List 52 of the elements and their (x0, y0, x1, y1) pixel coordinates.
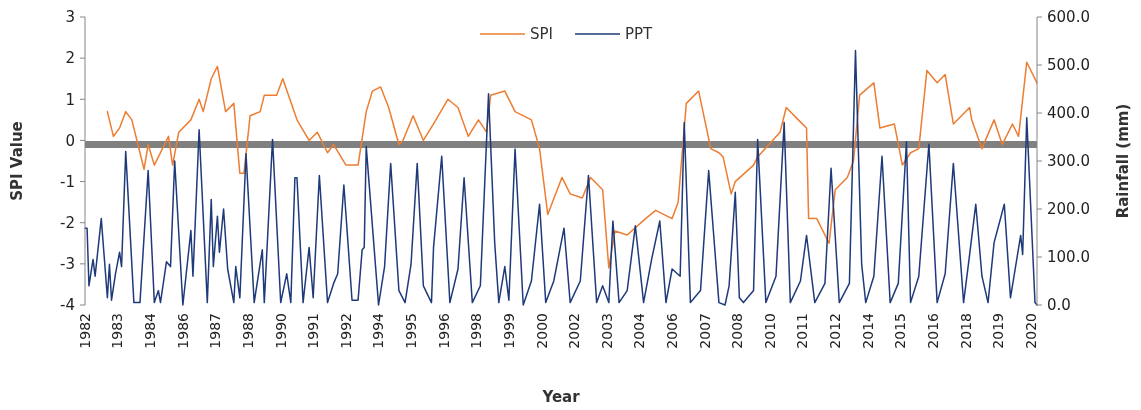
legend-label: SPI (530, 25, 553, 44)
x-tick-label: 1983 (109, 313, 126, 349)
x-tick-label: 1999 (500, 313, 517, 349)
x-tick-label: 2014 (859, 312, 876, 349)
y-tick-label: -1 (60, 172, 75, 191)
y-tick-label: 3 (65, 8, 75, 27)
x-tick-label: 2004 (631, 312, 648, 349)
x-tick-label: 2019 (990, 313, 1007, 349)
x-tick-label: 1982 (76, 313, 93, 349)
line-series (84, 49, 1038, 306)
y-tick-label: -2 (60, 213, 75, 232)
x-tick-label: 2007 (696, 313, 713, 349)
y2-tick-label: 100.0 (1047, 248, 1090, 267)
x-tick-label: 1984 (142, 312, 159, 349)
line-series (106, 61, 1038, 269)
x-tick-label: 2016 (924, 312, 941, 349)
y2-axis-title: Rainfall (mm) (1114, 103, 1132, 219)
y2-tick-label: 0.0 (1047, 296, 1071, 315)
x-tick-label: 2015 (892, 313, 909, 349)
y2-tick-label: 600.0 (1047, 8, 1090, 27)
x-tick-label: 2000 (533, 313, 550, 349)
x-tick-label: 2002 (566, 313, 583, 349)
x-tick-label: 1990 (272, 313, 289, 349)
x-tick-label: 2011 (794, 313, 811, 349)
y-tick-label: 2 (65, 49, 75, 68)
y2-tick-label: 400.0 (1047, 104, 1090, 123)
x-tick-label: 2003 (598, 313, 615, 349)
x-tick-label: 1998 (468, 313, 485, 349)
x-tick-label: 1988 (239, 313, 256, 349)
y2-tick-label: 200.0 (1047, 200, 1090, 219)
x-tick-label: 2012 (827, 313, 844, 349)
y-axis-title: SPI Value (8, 121, 26, 201)
y-tick-label: -3 (60, 255, 75, 274)
x-tick-label: 2006 (664, 312, 681, 349)
x-tick-label: 1986 (174, 312, 191, 349)
x-tick-label: 1987 (207, 313, 224, 349)
x-tick-label: 2010 (761, 313, 778, 349)
x-tick-label: 1991 (305, 313, 322, 349)
legend-label: PPT (625, 25, 654, 44)
x-tick-label: 2008 (729, 313, 746, 349)
y-tick-label: 1 (65, 90, 75, 109)
x-tick-label: 1992 (337, 313, 354, 349)
y-tick-label: -4 (60, 296, 75, 315)
y-tick-label: 0 (65, 131, 75, 150)
x-tick-label: 2020 (1022, 313, 1039, 349)
y2-tick-label: 500.0 (1047, 56, 1090, 75)
x-tick-label: 1995 (402, 313, 419, 349)
x-tick-label: 2018 (957, 313, 974, 349)
x-tick-label: 1994 (370, 312, 387, 349)
x-axis-title: Year (541, 388, 581, 406)
y2-tick-label: 300.0 (1047, 152, 1090, 171)
x-tick-label: 1996 (435, 312, 452, 349)
